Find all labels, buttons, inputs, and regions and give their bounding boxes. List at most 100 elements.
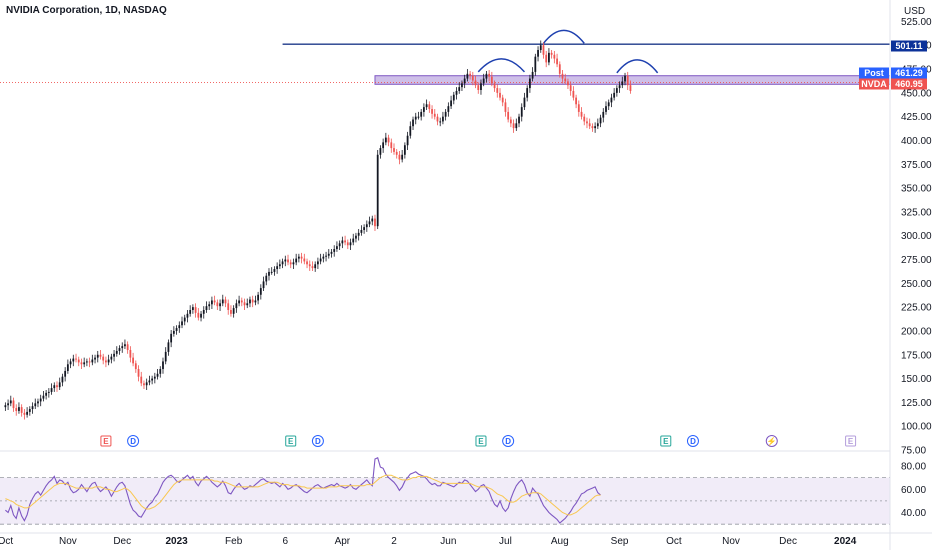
candle-body	[414, 116, 417, 120]
dividend-marker	[502, 435, 515, 447]
candle-body	[596, 123, 599, 127]
candle-body	[556, 58, 558, 65]
badge-value-box	[891, 40, 927, 52]
rsi-panel: 80.00 60.00 40.00	[0, 457, 926, 525]
candle-body	[9, 400, 12, 404]
candle-body	[110, 356, 113, 360]
chart-title: NVIDIA Corporation, 1D, NASDAQ	[6, 5, 167, 16]
candle-body	[164, 351, 167, 362]
y-tick-label: 150.00	[901, 374, 932, 385]
candle-body	[390, 142, 393, 149]
candle-body	[105, 360, 107, 363]
candle-body	[246, 303, 249, 306]
y-tick-label: 300.00	[901, 231, 932, 242]
candle-body	[333, 249, 336, 252]
candle-body	[586, 121, 588, 124]
x-tick-label: 2	[391, 536, 397, 547]
candle-body	[422, 107, 425, 112]
candle-body	[194, 307, 197, 313]
candle-body	[336, 246, 338, 250]
candle-body	[509, 119, 512, 124]
candle-body	[18, 407, 20, 411]
candle-body	[344, 240, 346, 243]
candle-body	[512, 123, 515, 129]
candle-body	[129, 350, 132, 358]
currency-label: USD	[904, 6, 925, 17]
candle-body	[45, 392, 48, 396]
candle-body	[458, 87, 461, 91]
candle-body	[523, 97, 526, 108]
candle-body	[561, 73, 564, 79]
candle-body	[518, 116, 520, 124]
candle-body	[254, 300, 257, 303]
candle-body	[121, 346, 124, 349]
y-tick-label: 75.00	[901, 446, 926, 457]
x-tick-label: Apr	[335, 536, 351, 547]
candle-body	[534, 56, 537, 72]
candle-body	[428, 104, 431, 110]
candle-body	[368, 221, 371, 225]
x-tick-label: 2024	[834, 536, 857, 547]
y-tick-label: 375.00	[901, 160, 932, 171]
candle-body	[257, 294, 260, 301]
pattern-arc	[477, 58, 526, 73]
earnings-marker	[475, 435, 487, 447]
candle-body	[42, 395, 45, 399]
candle-body	[7, 403, 9, 406]
rsi-line	[5, 457, 601, 524]
candle-body	[401, 154, 404, 160]
candle-body	[292, 262, 295, 265]
candle-body	[37, 401, 39, 404]
candle-body	[295, 258, 298, 263]
badge-tag-label: NVDA	[861, 79, 887, 89]
candle-body	[469, 73, 472, 76]
rsi-tick-label: 60.00	[901, 485, 926, 496]
candle-body	[287, 259, 289, 263]
candle-body	[118, 348, 121, 351]
candle-body	[145, 382, 148, 386]
candle-body	[629, 85, 632, 91]
candle-body	[143, 383, 145, 386]
y-tick-label: 525.00	[901, 17, 932, 28]
candle-body	[379, 148, 382, 155]
x-tick-label: Aug	[551, 536, 569, 547]
candle-body	[493, 83, 496, 89]
candle-body	[444, 111, 447, 117]
split-marker	[765, 435, 778, 447]
candle-body	[56, 385, 58, 388]
candle-body	[482, 78, 485, 84]
events[interactable]: E D E D E D E D ⚡ E	[100, 435, 857, 447]
candle-body	[259, 288, 262, 295]
candle-body	[262, 281, 265, 289]
rsi-ma-line	[5, 474, 601, 516]
candle-body	[64, 370, 67, 377]
candle-body	[303, 258, 306, 262]
candle-body	[365, 224, 368, 228]
candle-body	[140, 376, 143, 384]
event-label: D	[690, 437, 696, 446]
candle-body	[452, 94, 455, 101]
candle-body	[580, 111, 583, 117]
pattern-arc	[616, 59, 659, 74]
y-tick-label: 275.00	[901, 255, 932, 266]
candle-body	[273, 269, 276, 272]
candle-body	[88, 361, 91, 363]
candle-body	[126, 344, 129, 350]
candle-body	[28, 409, 31, 412]
candle-body	[235, 303, 238, 309]
candle-body	[300, 256, 303, 259]
candle-body	[398, 154, 401, 160]
candle-body	[374, 218, 376, 227]
candle-body	[420, 111, 423, 117]
badge-value: 460.95	[895, 79, 923, 89]
candle-body	[26, 411, 29, 415]
candle-body	[542, 45, 545, 55]
candle-body	[289, 262, 292, 265]
y-tick-label: 425.00	[901, 112, 932, 123]
y-tick-label: 125.00	[901, 398, 932, 409]
candle-body	[575, 97, 577, 105]
dividend-marker	[127, 435, 140, 447]
candle-body	[436, 116, 439, 122]
